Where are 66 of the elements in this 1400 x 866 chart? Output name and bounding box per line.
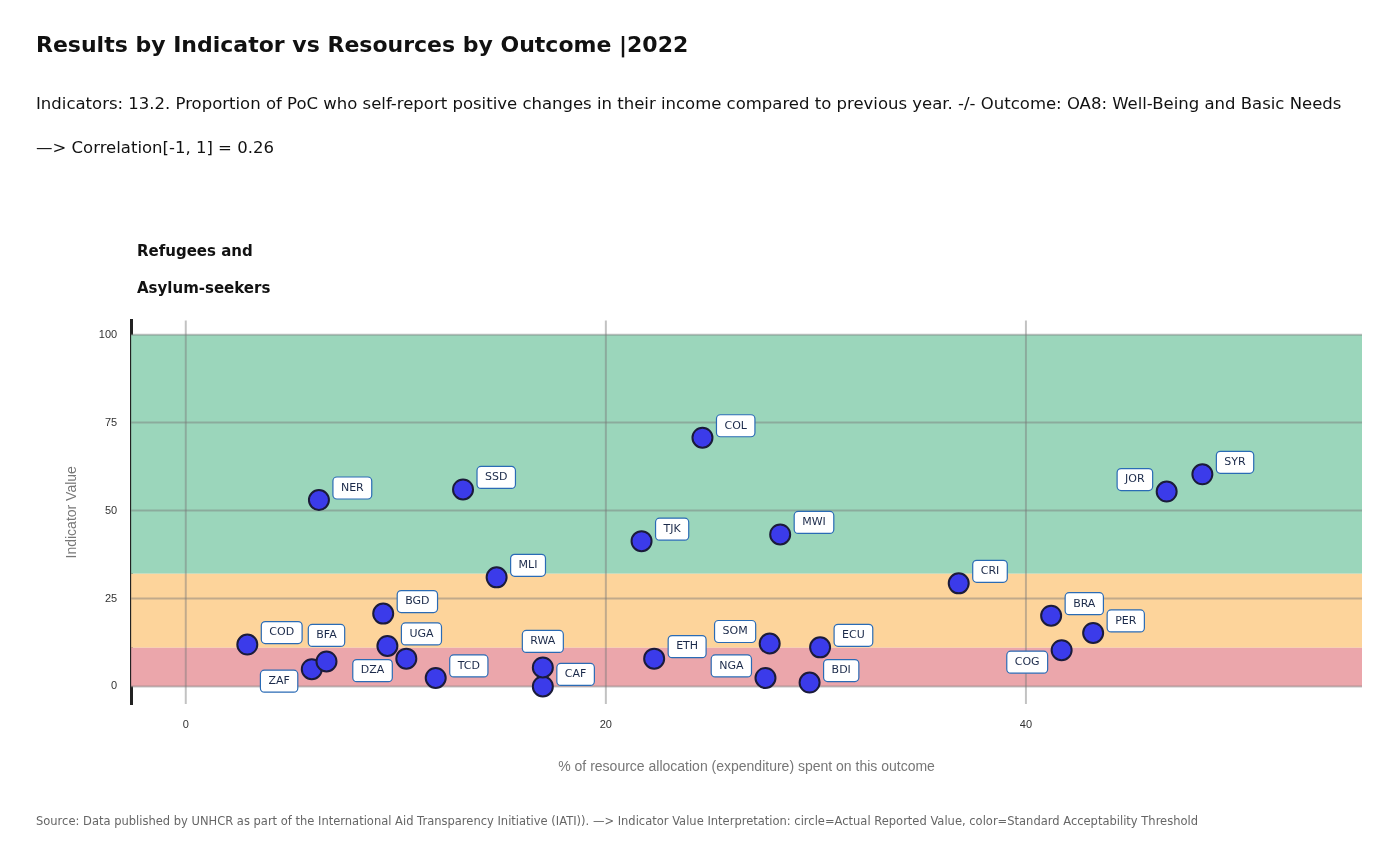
y-tick-label: 75 bbox=[104, 415, 118, 428]
point bbox=[307, 488, 330, 511]
point bbox=[798, 671, 821, 694]
annotation: BRA bbox=[1073, 596, 1096, 610]
annotation: BGD bbox=[405, 594, 430, 608]
annotation: ECU bbox=[842, 628, 865, 642]
point bbox=[376, 634, 399, 657]
annotation: SSD bbox=[485, 470, 508, 484]
x-axis-title: % of resource allocation (expenditure) spent on this outcome bbox=[558, 758, 936, 775]
annotation: CAF bbox=[564, 667, 587, 681]
annotation: SOM bbox=[722, 624, 748, 638]
point bbox=[758, 632, 781, 655]
y-tick-label: 50 bbox=[104, 503, 118, 516]
annotation: SYR bbox=[1224, 455, 1247, 469]
x-tick-label: 40 bbox=[1019, 717, 1033, 730]
y-tick-label: 100 bbox=[98, 327, 118, 340]
annotation: MWI bbox=[802, 515, 826, 529]
chart-title: Results by Indicator vs Resources by Outcome |2022 bbox=[36, 32, 689, 57]
annotation: CRI bbox=[980, 564, 1000, 578]
point bbox=[1050, 639, 1073, 662]
point bbox=[315, 650, 338, 673]
point bbox=[531, 656, 554, 679]
annotation: COL bbox=[724, 418, 748, 432]
chart-subtitle: Indicators: 13.2. Proportion of PoC who self-report positive changes in their income compared to previous year. -/- Outcome: OA8: Well-Being and Basic Needs bbox=[36, 94, 1342, 113]
annotation: JOR bbox=[1124, 472, 1146, 486]
point bbox=[1155, 480, 1178, 503]
point bbox=[643, 647, 666, 670]
annotation: ETH bbox=[676, 639, 699, 653]
annotation: RWA bbox=[530, 634, 556, 648]
text: —> Correlation[-1, 1] = 0.26 bbox=[36, 138, 274, 157]
point bbox=[1082, 621, 1105, 644]
annotation: BDI bbox=[831, 663, 851, 677]
y-axis-title: Indicator Value bbox=[63, 465, 80, 559]
x-tick-label: 0 bbox=[182, 717, 189, 730]
point bbox=[630, 530, 653, 553]
annotation: COD bbox=[269, 625, 295, 639]
annotation: BFA bbox=[316, 628, 338, 642]
source-note: Source: Data published by UNHCR as part of the International Aid Transparency Initiative (IATI)). —> Indicator Value Interpretation: circle=Actual Reported Value, color=Standard Acceptability Threshold bbox=[36, 814, 1198, 828]
y-tick-label: 0 bbox=[111, 679, 118, 692]
point bbox=[809, 636, 832, 659]
annotation: DZA bbox=[360, 663, 385, 677]
annotation: NER bbox=[340, 480, 365, 494]
annotation: ZAF bbox=[268, 674, 290, 688]
point bbox=[1191, 463, 1214, 486]
annotation: UGA bbox=[409, 626, 434, 640]
point bbox=[485, 566, 508, 589]
point bbox=[947, 572, 970, 595]
annotation: TJK bbox=[662, 522, 682, 535]
annotation: PER bbox=[1115, 613, 1137, 627]
point bbox=[424, 666, 447, 689]
x-tick-label: 20 bbox=[599, 717, 612, 730]
point bbox=[531, 675, 554, 698]
annotation: TCD bbox=[456, 658, 480, 672]
point bbox=[236, 633, 259, 656]
annotation: NGA bbox=[719, 658, 744, 672]
point bbox=[754, 666, 777, 689]
annotation: COG bbox=[1014, 655, 1040, 669]
point bbox=[395, 647, 418, 670]
annotation: MLI bbox=[518, 558, 538, 572]
point bbox=[691, 426, 714, 449]
point bbox=[1040, 604, 1063, 627]
point bbox=[372, 602, 395, 625]
point bbox=[452, 478, 475, 501]
text: Refugees and Asylum-seekers bbox=[137, 242, 271, 297]
point bbox=[769, 523, 792, 546]
y-tick-label: 25 bbox=[104, 591, 118, 604]
